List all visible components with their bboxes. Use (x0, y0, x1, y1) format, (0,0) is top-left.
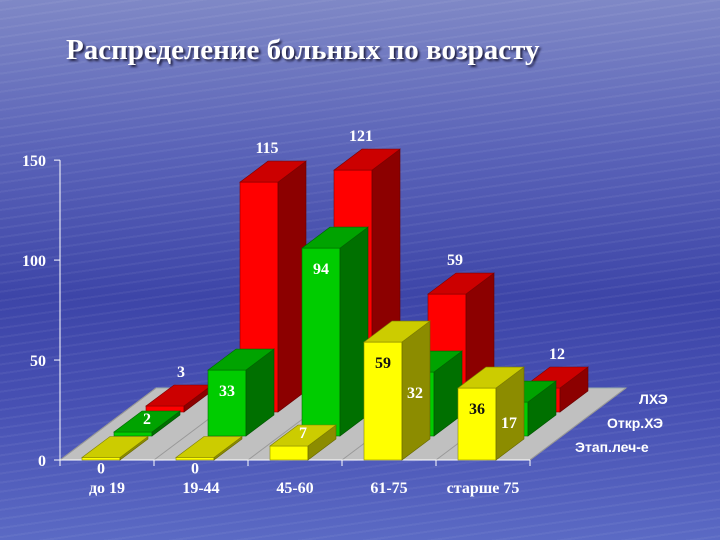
x-tick-label: старше 75 (447, 480, 520, 497)
bar-front (113, 431, 153, 437)
y-tick-label: 50 (30, 353, 46, 370)
bar-top (333, 148, 401, 171)
data-label: 3 (177, 364, 185, 381)
bar (207, 348, 275, 437)
x-tick-label: 45-60 (276, 480, 313, 497)
y-tick-label: 0 (38, 453, 46, 470)
bar-top (427, 272, 495, 295)
bar-top (269, 424, 337, 447)
bar-top (207, 348, 275, 371)
bar-front (207, 369, 247, 437)
data-label: 121 (349, 128, 373, 145)
floor-divider (529, 387, 627, 461)
bar-top (175, 436, 243, 458)
data-label: 59 (447, 252, 463, 269)
bar (301, 226, 369, 437)
bar (81, 435, 149, 461)
data-label: 115 (255, 140, 278, 157)
bar (457, 366, 525, 461)
data-label: 12 (549, 346, 565, 363)
data-label: 0 (97, 461, 105, 478)
bar-front (269, 445, 309, 461)
legend-label: Этап.леч-е (575, 439, 649, 455)
y-tick-label: 150 (22, 153, 46, 170)
data-label: 0 (191, 461, 199, 478)
data-label: 2 (143, 411, 151, 428)
x-tick-label: 61-75 (370, 480, 407, 497)
bar-top (363, 320, 431, 343)
x-tick-label: 19-44 (182, 480, 219, 497)
bar (363, 320, 431, 461)
data-label: 33 (219, 383, 235, 400)
legend-label: Откр.ХЭ (607, 415, 663, 431)
bar-top (239, 160, 307, 183)
bar (269, 424, 337, 461)
bar (113, 410, 181, 437)
bar-front (457, 387, 497, 461)
legend-label: ЛХЭ (639, 391, 668, 407)
bar (175, 435, 243, 461)
floor-divider (59, 387, 157, 461)
data-label: 94 (313, 261, 329, 278)
bar-top (457, 366, 525, 389)
bar-top (81, 436, 149, 458)
chart-labels: 3 115 121 59 12 2 33 94 32 17 0 0 7 59 36 ЛХЭ Откр.ХЭ Эта… (97, 128, 668, 477)
data-label: 7 (299, 425, 307, 442)
data-label: 17 (501, 415, 517, 432)
data-label: 59 (375, 355, 391, 372)
bar-top (113, 410, 181, 433)
slide-title: Распределение больных по возрасту (66, 34, 540, 66)
data-label: 36 (469, 401, 485, 418)
bar-top (301, 226, 369, 249)
data-label: 32 (407, 385, 423, 402)
chart-bars (81, 148, 589, 461)
x-tick-label: до 19 (89, 480, 125, 497)
y-tick-label: 100 (22, 253, 46, 270)
